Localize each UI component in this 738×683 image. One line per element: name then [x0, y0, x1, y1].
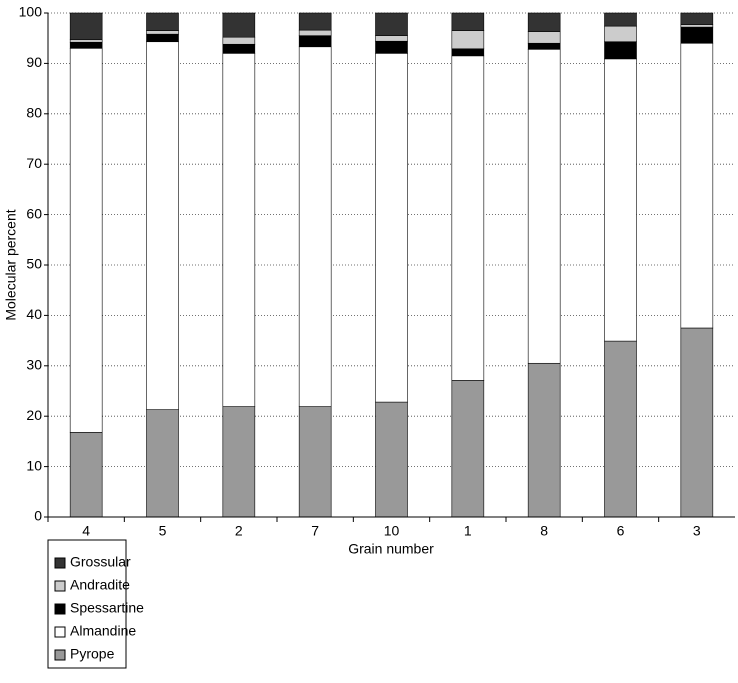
bar-segment [146, 33, 179, 43]
bar-segment [375, 35, 408, 42]
y-tick-label: 10 [26, 457, 42, 473]
legend-label: Almandine [70, 623, 136, 639]
bar-segment [451, 48, 485, 57]
bar-segment [298, 29, 332, 36]
y-tick-label: 70 [26, 155, 42, 171]
bar-segment [451, 55, 485, 381]
bar-segment [527, 362, 561, 518]
legend-label: Grossular [70, 554, 131, 570]
bar-segment [298, 35, 332, 48]
y-tick-label: 90 [26, 54, 42, 70]
legend-swatch [54, 603, 66, 615]
bar-segment [222, 43, 256, 54]
bar-segment [680, 12, 714, 25]
bar-segment [69, 47, 103, 433]
bar-segment [69, 12, 103, 41]
bar-segment [222, 406, 256, 518]
legend-label: Pyrope [70, 646, 115, 662]
bar-segment [298, 46, 332, 407]
bar-segment [222, 36, 256, 45]
bar-segment [451, 380, 485, 518]
bar-segment [604, 41, 637, 60]
y-tick-label: 0 [34, 508, 42, 524]
bar-segment [527, 48, 561, 364]
bar-segment [69, 39, 103, 43]
bar-segment [222, 53, 256, 407]
bar-segment [69, 432, 103, 518]
bar-segment [680, 42, 714, 329]
x-tick-label: 3 [693, 523, 701, 539]
bar-segment [604, 340, 637, 518]
bar-segment [375, 401, 408, 518]
legend-swatch [54, 626, 66, 638]
bar-segment [375, 40, 408, 54]
bar-segment [451, 30, 485, 50]
bar-segment [680, 26, 714, 44]
y-tick-label: 30 [26, 357, 42, 373]
bar-segment [604, 12, 637, 27]
x-tick-label: 6 [617, 523, 625, 539]
x-tick-label: 2 [235, 523, 243, 539]
x-tick-label: 7 [311, 523, 319, 539]
legend-label: Spessartine [70, 600, 144, 616]
x-tick-label: 4 [82, 523, 90, 539]
y-tick-label: 50 [26, 256, 42, 272]
bar-segment [451, 12, 485, 31]
y-tick-label: 20 [26, 407, 42, 423]
bar-segment [527, 12, 561, 32]
legend-swatch [54, 557, 66, 569]
bar-segment [604, 58, 637, 342]
x-tick-label: 1 [464, 523, 472, 539]
bar-segment [146, 41, 179, 410]
legend-label: Andradite [70, 577, 130, 593]
bar-segment [146, 409, 179, 518]
bar-segment [680, 327, 714, 518]
bar-segment [527, 31, 561, 44]
x-tick-label: 5 [159, 523, 167, 539]
bar-segment [69, 41, 103, 49]
x-tick-label: 10 [384, 523, 400, 539]
bar-segment [298, 406, 332, 518]
legend-swatch [54, 649, 66, 661]
bar-segment [604, 25, 637, 43]
bar-segment [527, 42, 561, 50]
legend-swatch [54, 580, 66, 592]
x-axis-title: Grain number [348, 541, 434, 557]
bar-segment [146, 30, 179, 35]
y-tick-label: 80 [26, 105, 42, 121]
y-axis-title: Molecular percent [3, 209, 19, 320]
y-tick-label: 40 [26, 306, 42, 322]
bar-segment [375, 53, 408, 403]
bar-segment [680, 24, 714, 28]
bar-segment [146, 12, 179, 31]
bar-segment [298, 12, 332, 31]
x-tick-label: 8 [540, 523, 548, 539]
y-tick-label: 60 [26, 205, 42, 221]
bar-segment [222, 12, 256, 38]
y-tick-label: 100 [19, 4, 43, 20]
bar-segment [375, 12, 408, 36]
